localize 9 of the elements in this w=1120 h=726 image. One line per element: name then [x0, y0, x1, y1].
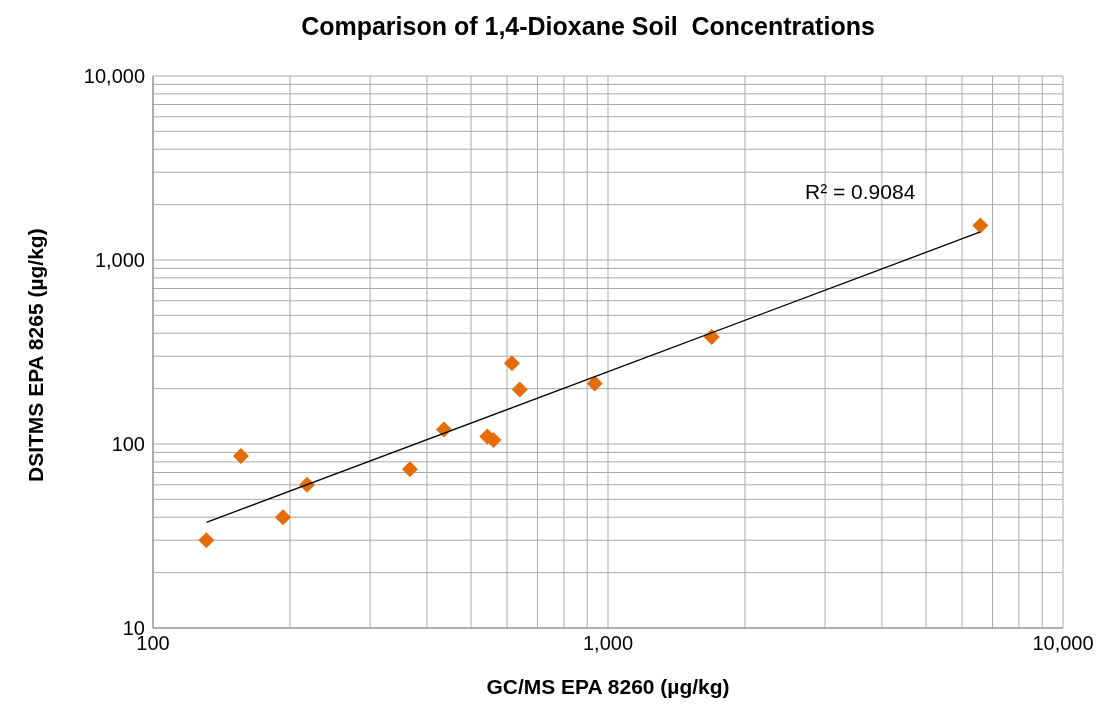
annotation: R² = 0.9084 [805, 180, 916, 204]
y-tick-label: 100 [111, 433, 145, 456]
x-tick-label: 1,000 [582, 632, 634, 655]
chart-title: Comparison of 1,4-Dioxane Soil Concentrations [300, 11, 876, 42]
y-tick-label: 10,000 [83, 65, 145, 88]
y-tick-label: 1,000 [94, 249, 145, 272]
y-axis-title: DSITMS EPA 8265 (µg/kg) [24, 228, 48, 482]
x-tick-label: 10,000 [1032, 632, 1094, 655]
x-axis-title: GC/MS EPA 8260 (µg/kg) [486, 675, 730, 698]
